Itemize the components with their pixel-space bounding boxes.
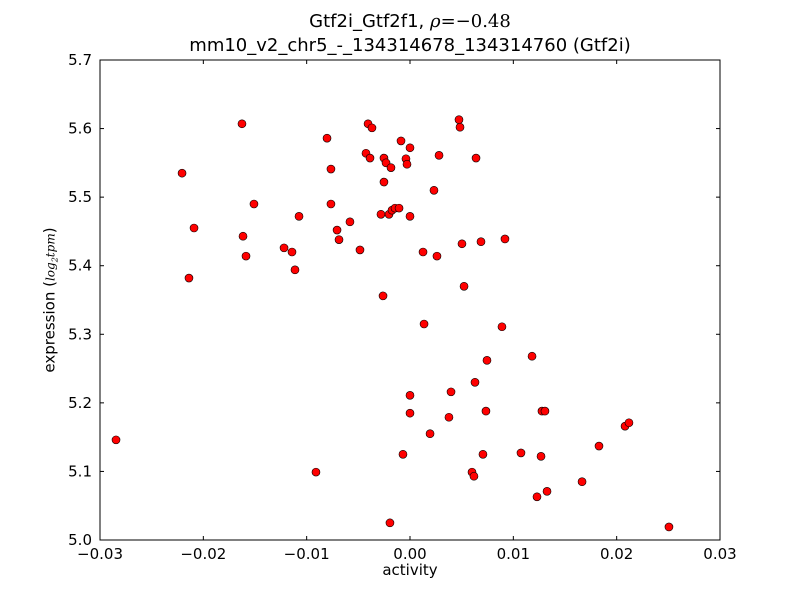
data-point <box>481 406 491 416</box>
x-tick-label: 0.02 <box>600 545 633 563</box>
data-point <box>455 122 465 132</box>
y-tick-label: 5.0 <box>68 531 92 549</box>
x-tick-label: −0.01 <box>284 545 330 563</box>
data-point <box>434 151 444 160</box>
data-point <box>536 452 546 461</box>
data-point <box>111 435 121 445</box>
data-point <box>376 209 386 219</box>
data-point <box>540 406 550 416</box>
data-point <box>594 441 604 451</box>
rho-symbol: ρ <box>429 11 441 32</box>
data-point <box>367 123 377 133</box>
data-point <box>332 225 342 235</box>
y-tick-label: 5.6 <box>68 120 92 138</box>
data-point <box>365 153 375 163</box>
y-axis-label: expression (log2tpm) <box>40 227 59 372</box>
data-point <box>402 159 412 169</box>
data-point <box>385 518 395 528</box>
data-point <box>459 281 469 291</box>
data-point <box>241 251 251 261</box>
data-point <box>405 391 415 400</box>
x-axis-label: activity <box>382 561 438 579</box>
data-point <box>177 168 187 178</box>
data-point <box>398 449 408 459</box>
y-tick-label: 5.1 <box>68 462 92 480</box>
data-point <box>482 356 492 365</box>
data-point <box>287 247 297 257</box>
data-point <box>469 471 479 481</box>
data-point <box>237 119 247 129</box>
data-point <box>279 243 289 253</box>
data-point <box>326 164 336 174</box>
data-point <box>527 351 537 361</box>
data-point <box>326 199 336 209</box>
data-point <box>394 203 404 213</box>
data-point <box>457 239 467 249</box>
data-point <box>345 217 355 227</box>
plot-frame <box>99 59 721 541</box>
data-point <box>497 322 507 332</box>
y-tick-label: 5.4 <box>68 257 92 275</box>
x-tick-label: −0.03 <box>77 545 123 563</box>
y-label-tpm: tpm <box>43 233 58 258</box>
data-point <box>454 115 464 124</box>
y-label-text: expression ( <box>40 281 59 373</box>
data-point <box>249 199 259 209</box>
data-point <box>379 177 389 187</box>
data-point <box>322 133 332 143</box>
data-point <box>471 153 481 163</box>
data-point <box>446 387 456 397</box>
x-tick-label: 0.01 <box>497 545 530 563</box>
data-point <box>378 291 388 301</box>
data-point <box>444 412 454 422</box>
title-text: Gtf2i_Gtf2f1, <box>309 11 430 32</box>
data-point <box>419 319 429 329</box>
data-point <box>532 492 542 502</box>
y-label-log: log <box>43 262 58 282</box>
data-point <box>470 377 480 387</box>
data-point <box>386 163 396 172</box>
chart-title-line2: mm10_v2_chr5_-_134314678_134314760 (Gtf2… <box>189 35 631 56</box>
data-point <box>238 231 248 241</box>
y-tick-label: 5.5 <box>68 188 92 206</box>
data-point <box>624 418 634 428</box>
chart-title-line1: Gtf2i_Gtf2f1, ρ=−0.48 <box>0 11 800 32</box>
data-point <box>189 223 199 233</box>
data-point <box>577 477 587 487</box>
x-tick-label: 0.03 <box>703 545 736 563</box>
data-point <box>664 522 674 532</box>
data-point <box>294 212 304 221</box>
data-point <box>311 467 321 477</box>
data-point <box>184 273 194 283</box>
x-tick-label: −0.02 <box>180 545 226 563</box>
y-tick-label: 5.3 <box>68 325 92 343</box>
data-point <box>516 448 526 458</box>
x-tick-label: 0.00 <box>393 545 426 563</box>
data-point <box>429 185 439 195</box>
rho-value: =−0.48 <box>440 11 511 32</box>
data-point <box>405 408 415 418</box>
data-point <box>500 234 510 244</box>
y-label-sub: 2 <box>50 257 60 263</box>
data-point <box>334 235 344 244</box>
data-point <box>542 487 552 496</box>
data-point <box>476 237 486 247</box>
data-point <box>478 449 488 459</box>
y-tick-label: 5.7 <box>68 51 92 69</box>
data-point <box>418 247 428 257</box>
data-point <box>405 212 415 221</box>
data-point <box>355 245 365 255</box>
data-point <box>396 136 406 146</box>
data-point <box>432 251 442 261</box>
data-point <box>405 143 415 153</box>
data-point <box>425 429 435 439</box>
y-label-close: ) <box>40 227 59 234</box>
y-tick-label: 5.2 <box>68 394 92 412</box>
data-point <box>290 265 300 275</box>
